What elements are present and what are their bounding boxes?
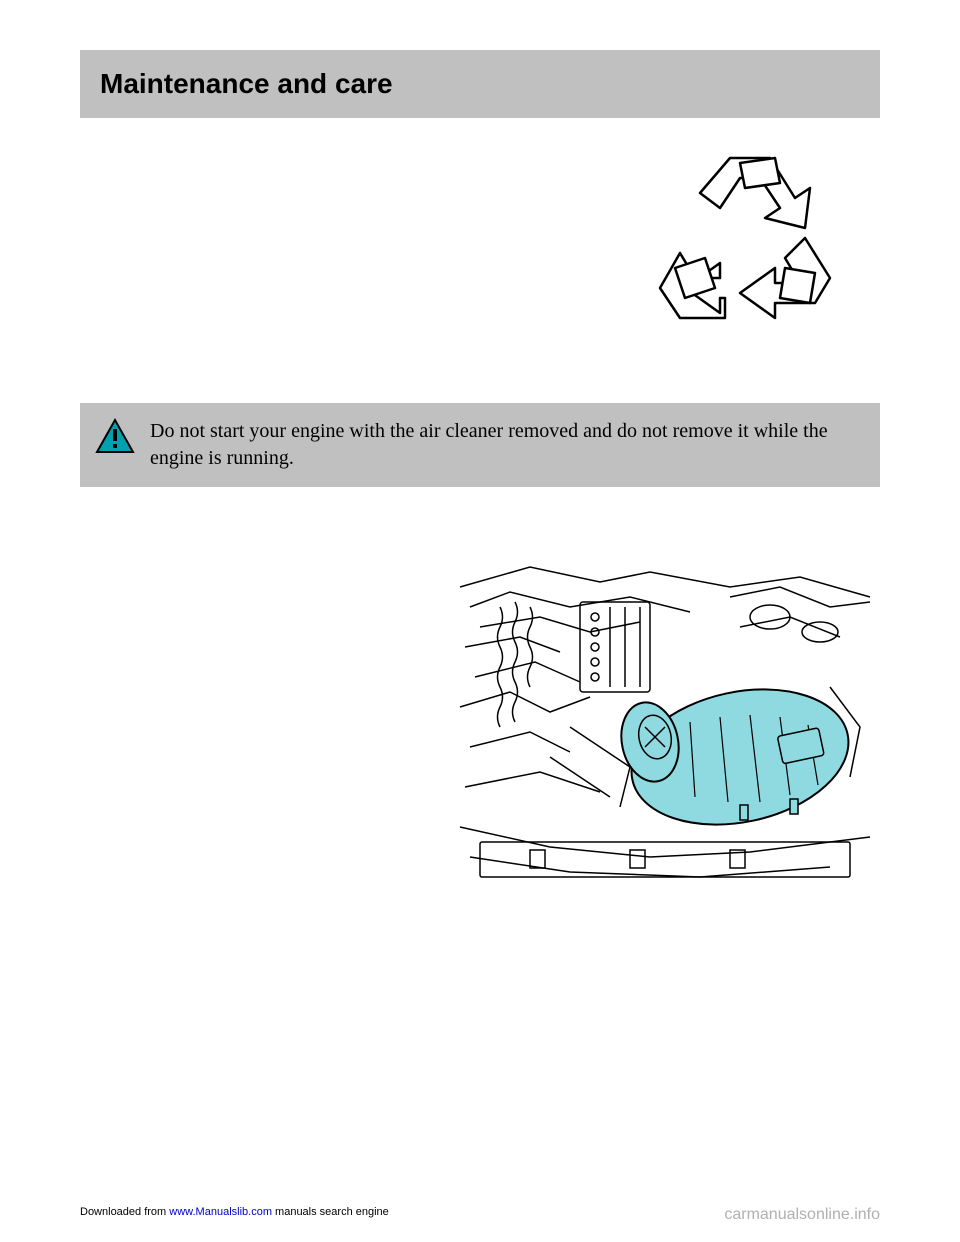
footer-watermark: carmanualsonline.info [724, 1206, 880, 1224]
footer-prefix: Downloaded from [80, 1206, 169, 1218]
section-header: Maintenance and care [80, 50, 880, 118]
warning-text: Do not start your engine with the air cl… [150, 418, 860, 472]
section-title: Maintenance and care [100, 68, 860, 100]
engine-diagram-container [450, 547, 880, 897]
intro-content-row: Placeholder text area for the left colum… [80, 133, 880, 353]
footer-suffix: manuals search engine [272, 1206, 389, 1218]
footer-link[interactable]: www.Manualslib.com [169, 1206, 272, 1218]
engine-content-row [80, 547, 880, 897]
warning-triangle-icon [95, 418, 135, 454]
warning-callout: Do not start your engine with the air cl… [80, 403, 880, 487]
recycle-icon-container [620, 133, 880, 353]
footer-source: Downloaded from www.Manualslib.com manua… [80, 1206, 389, 1224]
recycle-icon [640, 143, 860, 343]
engine-diagram [450, 547, 880, 897]
page-footer: Downloaded from www.Manualslib.com manua… [80, 1206, 880, 1224]
